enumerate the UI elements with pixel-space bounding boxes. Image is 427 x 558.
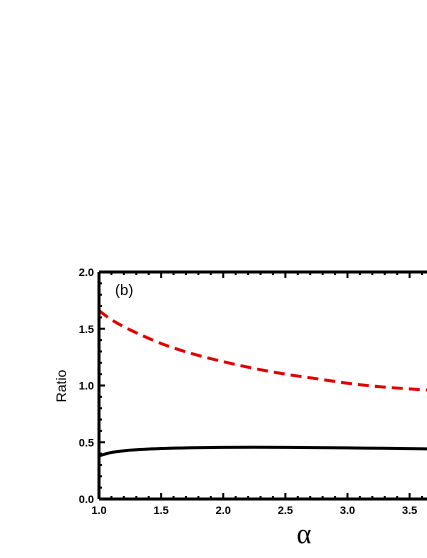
panel-label: (b) [115, 282, 133, 299]
axes-layer: 1.0 1.5 2.0 2.5 3.0 3.5 0.0 0.5 1.0 1.5 2.0 [79, 267, 427, 517]
x-tick-label: 3.5 [402, 505, 417, 517]
x-tick-label: 2.5 [278, 505, 293, 517]
y-tick-label: 0.0 [79, 494, 94, 506]
y-tick-label: 1.0 [79, 381, 94, 393]
x-tick-label: 1.5 [153, 505, 168, 517]
y-axis-title: Ratio [53, 369, 69, 402]
y-tick-label: 2.0 [79, 267, 94, 279]
x-tick-label: 1.0 [91, 505, 106, 517]
series-line-dashed-red [98, 309, 427, 392]
y-tick-label: 1.5 [79, 324, 94, 336]
series-layer [98, 309, 427, 458]
series-line-solid-black [98, 445, 427, 458]
x-tick-label: 2.0 [216, 505, 231, 517]
y-tick-label: 0.5 [79, 437, 94, 449]
x-tick-label: 3.0 [340, 505, 355, 517]
x-axis-title: α [297, 519, 312, 550]
